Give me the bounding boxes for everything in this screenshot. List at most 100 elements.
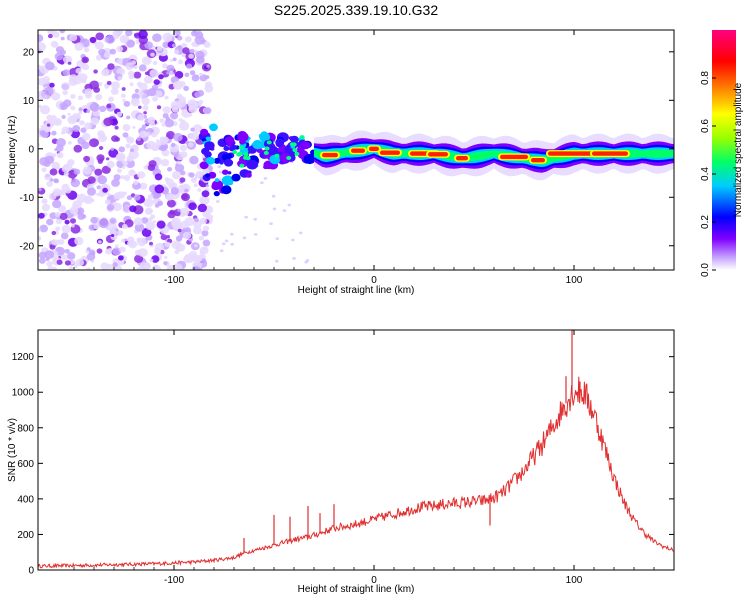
noise-blob — [38, 64, 42, 70]
noise-blob — [181, 42, 188, 49]
colorbar-tick-label: 0.4 — [700, 167, 711, 181]
noise-blob — [193, 177, 198, 181]
y-tick-label: -20 — [20, 241, 35, 252]
noise-blob — [201, 190, 210, 198]
noise-blob — [113, 174, 121, 181]
y-tick-label: 10 — [23, 96, 35, 107]
transition-blob — [246, 159, 258, 170]
noise-blob — [38, 34, 44, 43]
noise-blob — [126, 39, 135, 48]
noise-blob — [162, 32, 173, 43]
noise-blob — [121, 165, 126, 169]
noise-blob — [64, 248, 70, 254]
noise-blob — [51, 130, 57, 136]
noise-blob — [96, 185, 102, 190]
noise-blob — [188, 142, 194, 148]
noise-blob — [151, 255, 160, 263]
noise-blob — [263, 177, 268, 180]
noise-blob — [253, 233, 258, 236]
noise-blob — [205, 184, 210, 188]
noise-blob — [173, 132, 183, 142]
noise-blob — [98, 218, 109, 229]
noise-blob — [141, 56, 152, 66]
noise-blob — [67, 112, 71, 116]
noise-blob — [61, 126, 70, 134]
noise-blob — [126, 155, 134, 162]
transition-blob — [239, 139, 246, 145]
noise-blob — [192, 124, 203, 133]
noise-blob — [178, 118, 183, 122]
noise-blob — [116, 45, 124, 53]
noise-blob — [112, 262, 118, 268]
noise-blob — [156, 220, 166, 229]
noise-blob — [167, 167, 173, 172]
noise-blob — [104, 199, 111, 205]
noise-blob — [55, 226, 61, 232]
noise-blob — [179, 121, 190, 131]
noise-blob — [179, 144, 188, 151]
noise-blob — [82, 57, 88, 63]
noise-blob — [133, 217, 143, 226]
noise-blob — [162, 52, 166, 56]
noise-blob — [68, 131, 73, 135]
noise-blob — [126, 195, 133, 201]
noise-blob — [142, 105, 149, 111]
noise-blob — [56, 120, 61, 124]
x-tick-label: 100 — [566, 575, 583, 586]
noise-blob — [133, 180, 139, 185]
noise-blob — [203, 107, 212, 115]
noise-blob — [56, 152, 64, 159]
noise-blob — [174, 225, 179, 230]
noise-blob — [272, 207, 277, 211]
noise-blob — [61, 114, 66, 119]
noise-blob — [147, 88, 157, 97]
noise-blob — [192, 256, 199, 262]
noise-blob — [162, 106, 171, 114]
noise-blob — [151, 264, 161, 270]
transition-blob — [227, 171, 232, 175]
noise-blob — [76, 193, 87, 203]
noise-blob — [51, 92, 61, 101]
noise-blob — [151, 131, 158, 138]
noise-blob — [150, 52, 155, 57]
noise-blob — [138, 30, 148, 39]
noise-blob — [52, 199, 62, 209]
noise-blob — [98, 146, 104, 150]
colorbar-label: Normalized spectral amplitude — [733, 82, 744, 217]
noise-blob — [69, 266, 74, 270]
noise-blob — [44, 87, 54, 96]
noise-blob — [49, 168, 58, 176]
x-tick-label: -100 — [164, 575, 184, 586]
colorbar-gradient — [712, 30, 736, 270]
noise-blob — [204, 84, 214, 93]
noise-blob — [108, 148, 119, 158]
snr-series-line — [38, 376, 674, 569]
noise-blob — [149, 69, 159, 78]
noise-blob — [149, 209, 154, 213]
noise-blob — [123, 100, 131, 107]
noise-blob — [137, 171, 146, 179]
transition-core — [232, 150, 238, 154]
noise-blob — [82, 166, 92, 175]
noise-blob — [39, 105, 51, 115]
noise-blob — [143, 198, 154, 208]
noise-blob — [59, 212, 68, 221]
noise-blob — [190, 127, 195, 132]
noise-blob — [155, 141, 162, 147]
y-tick-label: 20 — [23, 47, 35, 58]
noise-blob — [159, 118, 165, 123]
transition-blob — [275, 139, 282, 146]
noise-blob — [136, 137, 141, 142]
ridge-hot-red — [369, 146, 379, 151]
transition-blob — [213, 191, 220, 197]
noise-blob — [164, 177, 169, 182]
noise-blob — [122, 98, 126, 102]
transition-blob — [213, 157, 221, 164]
ridge-hot-red — [428, 152, 448, 157]
noise-blob — [191, 41, 197, 47]
noise-blob — [181, 53, 186, 58]
noise-blob — [139, 182, 148, 190]
noise-blob — [61, 82, 71, 91]
noise-blob — [269, 222, 273, 226]
